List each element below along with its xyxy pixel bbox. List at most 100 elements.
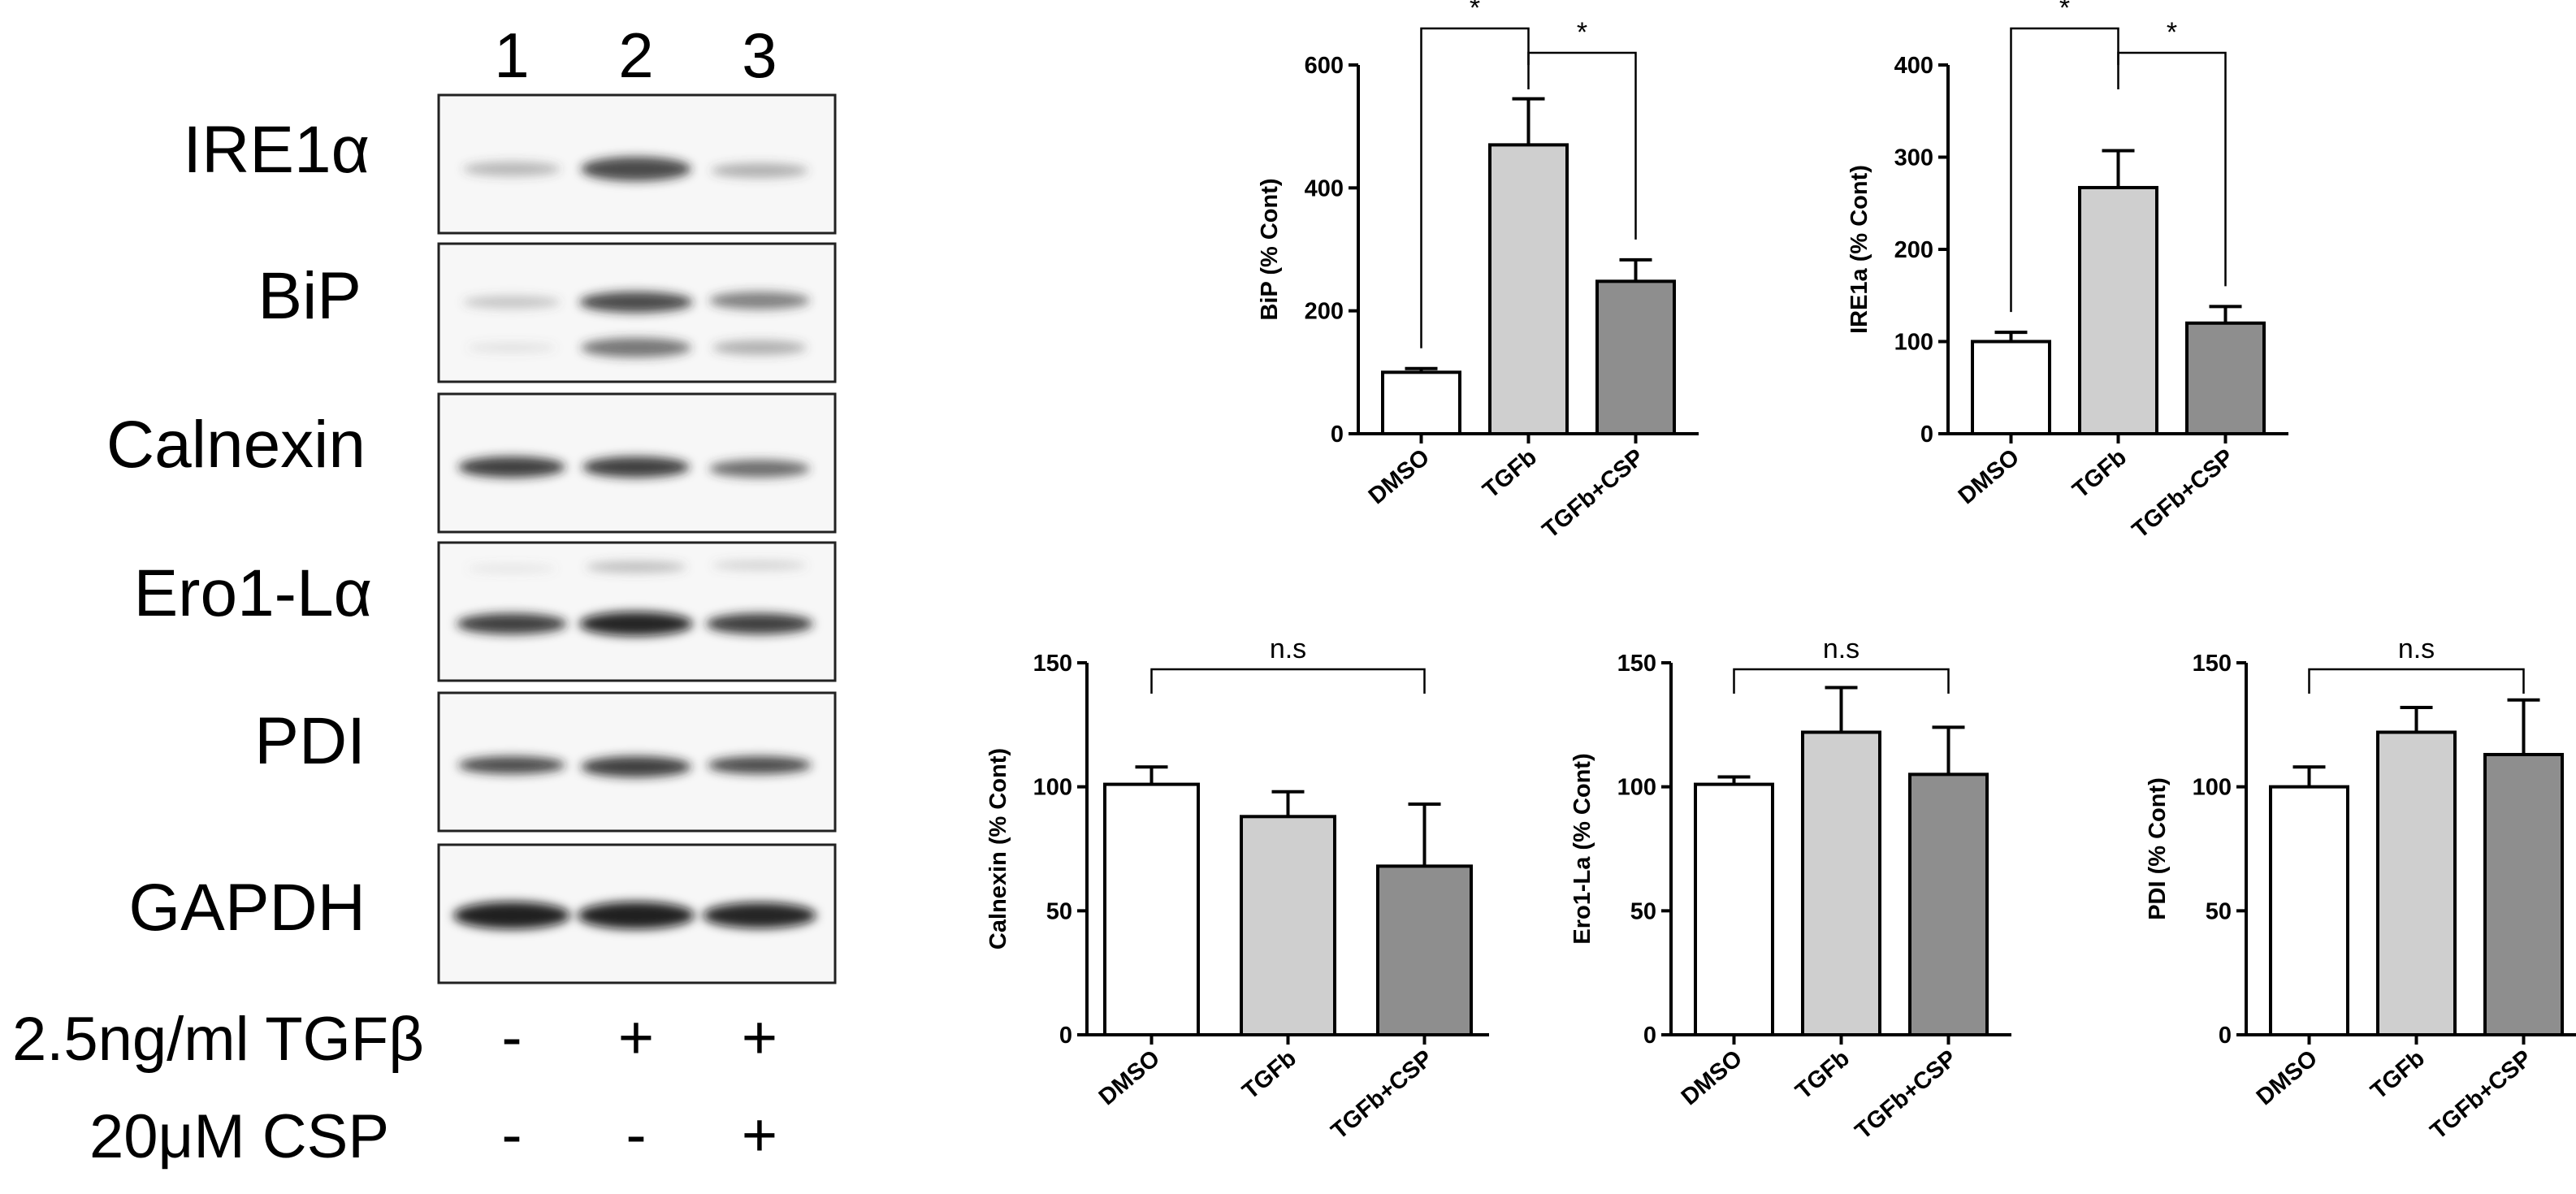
y-axis-label: PDI (% Cont) (2145, 777, 2171, 920)
y-tick-label: 150 (2193, 651, 2232, 677)
blot-box-gapdh (437, 843, 837, 984)
y-axis-label: Calnexin (% Cont) (985, 748, 1011, 950)
y-axis-label: BiP (% Cont) (1257, 178, 1283, 320)
bar-chart-3: 0 50 100 150 Calnexin (% Cont) DMSO TGFb TGFb+C… (985, 634, 1489, 1144)
category-label: TGFb (1790, 1045, 1855, 1105)
blot-box-ero1la (437, 541, 837, 682)
bar (1595, 279, 1676, 436)
treatment-label-csp: 20μM CSP (89, 1102, 389, 1171)
category-label: DMSO (1364, 444, 1435, 509)
y-tick-label: 400 (1894, 53, 1933, 79)
protein-label-ero1la: Ero1-Lα (133, 556, 372, 630)
significance-label: * (1577, 17, 1587, 48)
y-tick-label: 100 (1033, 775, 1072, 801)
category-label: TGFb+CSP (2128, 444, 2239, 543)
y-tick-label: 0 (2219, 1023, 2232, 1049)
bar (1376, 864, 1473, 1036)
significance-bracket (1420, 27, 1530, 348)
y-tick-label: 150 (1033, 651, 1072, 677)
treatment-mark-tgfb-1: - (501, 1003, 522, 1072)
treatment-mark-csp-1: - (501, 1101, 522, 1170)
y-axis-label: Ero1-La (% Cont) (1569, 753, 1595, 944)
bar (1908, 772, 1989, 1037)
blot-box-ire1a (437, 93, 837, 235)
significance-label: * (1470, 0, 1480, 24)
treatment-mark-csp-3: + (742, 1101, 777, 1170)
category-label: TGFb (2366, 1045, 2430, 1105)
protein-label-bip: BiP (258, 259, 362, 333)
significance-bracket (1527, 51, 1637, 240)
western-blot-panel: 1 2 3 IRE1α BiP Calnexin Ero1-Lα PDI GAP… (12, 19, 837, 1171)
bar (2376, 730, 2457, 1036)
significance-label: n.s (1270, 634, 1306, 664)
significance-bracket (1150, 668, 1426, 694)
significance-label: * (2167, 17, 2177, 48)
y-axis-label: IRE1a (% Cont) (1846, 165, 1872, 334)
bar (1240, 815, 1336, 1036)
treatment-label-tgfb: 2.5ng/ml TGFβ (12, 1005, 424, 1074)
y-tick-label: 0 (1920, 422, 1933, 448)
y-tick-label: 100 (2193, 775, 2232, 801)
protein-label-calnexin: Calnexin (106, 408, 366, 482)
bar (2483, 752, 2564, 1036)
category-label: TGFb+CSP (2426, 1045, 2537, 1144)
category-label: DMSO (1677, 1045, 1747, 1110)
treatment-mark-tgfb-3: + (742, 1003, 777, 1072)
bar (1801, 730, 1881, 1036)
category-label: DMSO (2252, 1045, 2323, 1110)
treatment-mark-csp-2: - (626, 1101, 646, 1170)
y-tick-label: 0 (1331, 422, 1344, 448)
lane-number-3: 3 (742, 19, 777, 91)
y-tick-label: 50 (1046, 898, 1072, 924)
y-tick-label: 600 (1305, 53, 1344, 79)
y-tick-label: 0 (1643, 1023, 1656, 1049)
significance-bracket (2308, 668, 2525, 694)
y-tick-label: 200 (1305, 299, 1344, 325)
category-label: TGFb+CSP (1538, 444, 1649, 543)
significance-label: * (2059, 0, 2070, 24)
bar (2269, 785, 2349, 1037)
category-label: TGFb+CSP (1851, 1045, 1962, 1144)
significance-bracket (2010, 27, 2119, 313)
category-label: DMSO (1094, 1045, 1165, 1110)
y-tick-label: 50 (2206, 898, 2232, 924)
significance-label: n.s (1823, 634, 1859, 664)
y-tick-label: 100 (1617, 775, 1656, 801)
bar (1694, 782, 1774, 1036)
y-tick-label: 100 (1894, 330, 1933, 356)
y-tick-label: 300 (1894, 145, 1933, 171)
bar-chart-2: 0 100 200 300 400 IRE1a (% Cont) DMSO TGFbTGFb+… (1846, 0, 2288, 543)
y-tick-label: 400 (1305, 175, 1344, 201)
category-label: DMSO (1954, 444, 2024, 509)
protein-label-pdi: PDI (254, 704, 366, 778)
blot-box-bip (437, 242, 837, 383)
y-tick-label: 150 (1617, 651, 1656, 677)
bar (1381, 370, 1461, 436)
bar-chart-4: 0 50 100 150 Ero1-La (% Cont) DMSO TGFbTGFb+CS… (1569, 634, 2011, 1144)
protein-label-gapdh: GAPDH (128, 871, 366, 945)
significance-label: n.s (2398, 634, 2435, 664)
y-tick-label: 200 (1894, 237, 1933, 263)
treatment-mark-tgfb-2: + (618, 1003, 654, 1072)
bar (1971, 340, 2051, 435)
protein-label-ire1a: IRE1α (183, 113, 370, 187)
category-label: TGFb (1478, 444, 1542, 504)
bar (1103, 782, 1200, 1036)
y-tick-label: 0 (1059, 1023, 1072, 1049)
significance-bracket (2117, 51, 2227, 287)
blot-box-pdi (437, 691, 837, 833)
bar (1488, 143, 1569, 435)
category-label: TGFb (1237, 1045, 1301, 1105)
category-label: TGFb+CSP (1327, 1045, 1438, 1144)
significance-bracket (1733, 668, 1950, 694)
blot-box-calnexin (437, 392, 837, 534)
bar (2185, 321, 2266, 435)
category-label: TGFb (2067, 444, 2132, 504)
y-tick-label: 50 (1630, 898, 1656, 924)
lane-number-1: 1 (494, 19, 529, 91)
bar (2078, 185, 2158, 436)
lane-number-2: 2 (618, 19, 653, 91)
